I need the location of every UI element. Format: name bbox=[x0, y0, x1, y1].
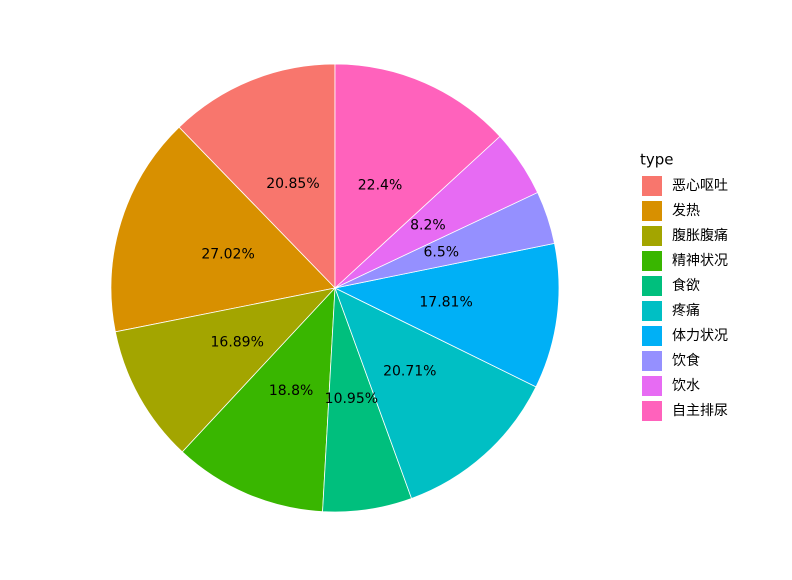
slice-label: 10.95% bbox=[325, 391, 378, 407]
legend-label: 饮食 bbox=[672, 352, 700, 369]
legend-label: 发热 bbox=[672, 203, 700, 219]
legend-key bbox=[642, 226, 662, 246]
legend-key bbox=[642, 201, 662, 221]
pie-slice bbox=[333, 242, 560, 388]
slice-label: 20.85% bbox=[266, 176, 319, 192]
legend-title: type bbox=[640, 151, 674, 169]
legend-key bbox=[642, 401, 662, 421]
slice-label: 22.4% bbox=[358, 177, 402, 193]
slice-label: 17.81% bbox=[419, 294, 472, 310]
slice-label: 16.89% bbox=[211, 335, 264, 351]
pie-slice bbox=[181, 286, 336, 513]
slice-label: 18.8% bbox=[269, 383, 313, 399]
legend-key bbox=[642, 251, 662, 271]
legend-label: 精神状况 bbox=[672, 253, 728, 269]
slice-label: 20.71% bbox=[383, 363, 436, 379]
legend-key bbox=[642, 176, 662, 196]
legend-label: 自主排尿 bbox=[672, 403, 728, 419]
legend-label: 体力状况 bbox=[672, 328, 728, 344]
legend-key bbox=[642, 351, 662, 371]
legend-key bbox=[642, 276, 662, 296]
legend-label: 恶心呕吐 bbox=[672, 178, 728, 194]
pie-slice bbox=[334, 63, 501, 289]
legend-key bbox=[642, 326, 662, 346]
legend-key bbox=[642, 301, 662, 321]
slice-label: 8.2% bbox=[410, 217, 446, 233]
legend-label: 疼痛 bbox=[672, 302, 700, 319]
pie-slice bbox=[110, 126, 336, 333]
legend-label: 饮水 bbox=[672, 378, 700, 394]
legend-label: 腹胀腹痛 bbox=[672, 227, 728, 244]
slice-label: 27.02% bbox=[201, 247, 254, 263]
legend-key bbox=[642, 376, 662, 396]
pie-slice bbox=[114, 287, 337, 453]
pie-slice bbox=[178, 63, 336, 289]
slice-label: 6.5% bbox=[424, 245, 460, 261]
legend-label: 食欲 bbox=[672, 277, 700, 294]
pie-slice bbox=[334, 287, 537, 500]
